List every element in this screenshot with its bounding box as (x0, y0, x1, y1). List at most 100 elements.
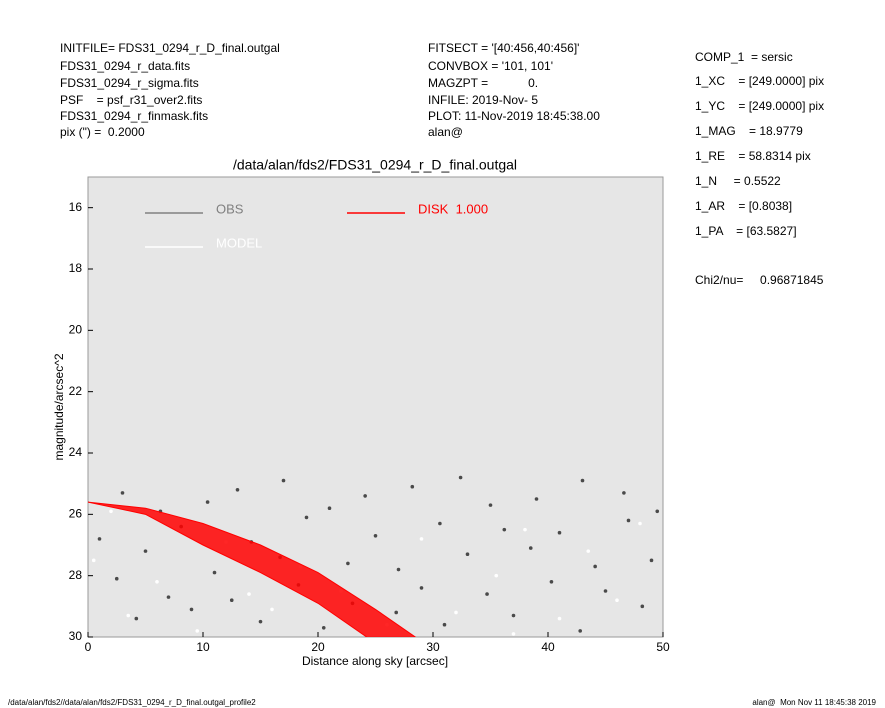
data-point (394, 610, 399, 615)
header-right-line: 1_RE = 58.8314 pix (695, 149, 811, 163)
data-point (258, 619, 263, 624)
data-point (523, 527, 527, 532)
data-point (373, 534, 378, 538)
data-point (557, 616, 562, 621)
data-point (327, 506, 332, 511)
data-point (195, 629, 200, 633)
data-point (166, 595, 171, 599)
data-point (270, 607, 274, 612)
header-right-line: 1_XC = [249.0000] pix (695, 74, 824, 88)
data-point (622, 491, 626, 495)
header-middle-line: PLOT: 11-Nov-2019 18:45:38.00 (428, 109, 600, 123)
data-point (91, 558, 96, 563)
data-point (321, 626, 326, 630)
data-point (534, 497, 539, 501)
data-point (502, 527, 507, 532)
data-point (438, 521, 442, 526)
data-point (109, 509, 113, 514)
data-point (235, 488, 240, 492)
data-point (120, 491, 125, 495)
data-point (346, 561, 350, 566)
data-point (304, 515, 309, 520)
data-point (485, 592, 489, 596)
y-axis-label: magnitude/arcsec^2 (52, 353, 66, 460)
x-tick-label: 50 (656, 640, 670, 654)
disk-band (88, 501, 417, 637)
plot-background (87, 176, 664, 638)
data-point (586, 549, 591, 553)
legend-label: DISK 1.000 (418, 201, 488, 216)
header-right-line: 1_MAG = 18.9779 (695, 124, 803, 138)
header-left-line: PSF = psf_r31_over2.fits (60, 93, 202, 107)
data-point (626, 518, 631, 523)
data-point (465, 552, 470, 556)
data-point (511, 632, 516, 636)
data-point (205, 500, 210, 504)
data-point (419, 537, 424, 541)
header-left-line: FDS31_0294_r_finmask.fits (60, 109, 208, 123)
data-point (593, 564, 597, 569)
header-right-line: 1_PA = [63.5827] (695, 224, 797, 238)
data-point (442, 622, 447, 627)
y-tick-label: 30 (69, 629, 83, 643)
y-tick-label: 16 (69, 200, 83, 214)
header-right-line: COMP_1 = sersic (695, 50, 793, 64)
header-left-line: FDS31_0294_r_sigma.fits (60, 76, 199, 90)
legend-label: OBS (216, 201, 244, 216)
footer-left: /data/alan/fds2//data/alan/fds2/FDS31_02… (8, 698, 256, 707)
data-point (649, 558, 654, 563)
header-middle-line: FITSECT = '[40:456,40:456]' (428, 41, 579, 55)
data-point (458, 475, 463, 480)
data-point (638, 521, 642, 526)
data-point (212, 570, 217, 575)
data-point (655, 509, 660, 514)
y-tick-label: 20 (69, 323, 83, 337)
header-middle-line: alan@ (428, 125, 463, 139)
header-right-line: 1_YC = [249.0000] pix (695, 99, 824, 113)
data-point (114, 576, 119, 581)
plot-area (88, 475, 660, 637)
header-middle-line: CONVBOX = '101, 101' (428, 59, 553, 73)
header-middle-line: MAGZPT = 0. (428, 76, 538, 90)
data-point (363, 494, 367, 498)
data-point (615, 598, 619, 602)
data-point (549, 580, 554, 584)
x-tick-label: 20 (311, 640, 325, 654)
y-tick-label: 18 (69, 261, 83, 275)
y-tick-label: 22 (69, 384, 83, 398)
data-point (580, 478, 585, 483)
y-tick-label: 26 (69, 507, 83, 521)
data-point (281, 478, 286, 483)
x-tick-label: 0 (85, 640, 92, 654)
footer-right: alan@ Mon Nov 11 18:45:38 2019 (752, 698, 876, 707)
x-tick-label: 30 (426, 640, 440, 654)
data-point (494, 573, 499, 578)
data-point (488, 503, 493, 507)
data-point (126, 613, 131, 618)
x-axis-label: Distance along sky [arcsec] (302, 654, 448, 668)
data-point (155, 580, 159, 584)
y-tick-label: 24 (69, 445, 83, 459)
data-point (454, 610, 458, 615)
data-point (528, 546, 533, 550)
data-point (410, 484, 415, 489)
data-point (229, 598, 234, 602)
header-right-line: 1_N = 0.5522 (695, 174, 781, 188)
data-point (511, 613, 516, 618)
x-tick-label: 40 (541, 640, 555, 654)
chart-title: /data/alan/fds2/FDS31_0294_r_D_final.out… (233, 157, 517, 173)
data-point (97, 537, 102, 541)
data-point (143, 549, 148, 553)
y-tick-label: 28 (69, 568, 83, 582)
header-left-line: FDS31_0294_r_data.fits (60, 59, 190, 73)
header-left-line: pix (") = 0.2000 (60, 125, 145, 139)
header-middle-line: INFILE: 2019-Nov- 5 (428, 93, 538, 107)
data-point (247, 592, 251, 596)
data-point (603, 589, 608, 593)
data-point (134, 616, 139, 621)
header-left-line: INITFILE= FDS31_0294_r_D_final.outgal (60, 41, 280, 55)
header-right-line: 1_AR = [0.8038] (695, 199, 792, 213)
x-tick-label: 10 (196, 640, 210, 654)
data-point (189, 607, 194, 612)
